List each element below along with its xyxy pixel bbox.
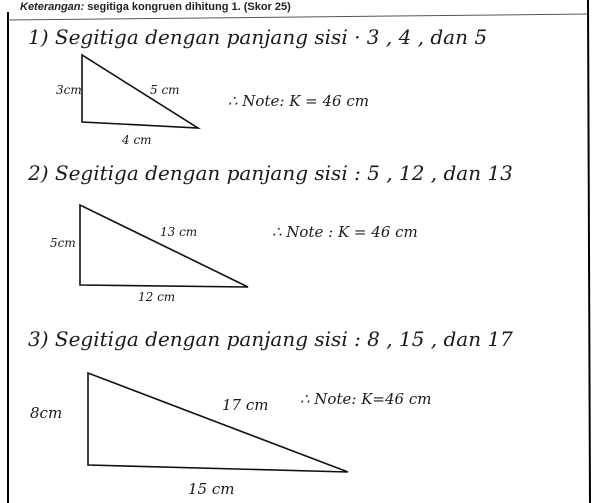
header-text: segitiga kongruen dihitung 1. (Skor 25) <box>87 1 291 13</box>
triangle <box>79 203 249 288</box>
side-label: 15 cm <box>188 480 234 498</box>
side-label: 5 cm <box>150 83 180 97</box>
header-label: Keterangan: <box>20 1 85 13</box>
paper-right-edge <box>587 0 591 503</box>
heading: 2) Segitiga dengan panjang sisi : 5 , 12… <box>27 161 513 185</box>
heading: 3) Segitiga dengan panjang sisi : 8 , 15… <box>28 327 513 351</box>
triangle <box>81 53 202 129</box>
note: ∴ Note: K = 46 cm <box>228 92 369 110</box>
side-label: 17 cm <box>222 396 268 414</box>
side-label: 3cm <box>56 83 82 97</box>
note: ∴ Note : K = 46 cm <box>272 223 418 241</box>
triangle <box>87 371 349 473</box>
paper-top-edge <box>7 13 589 21</box>
side-label: 8cm <box>30 404 62 422</box>
side-label: 5cm <box>50 236 76 250</box>
heading: 1) Segitiga dengan panjang sisi · 3 , 4 … <box>28 25 487 49</box>
side-label: 13 cm <box>160 225 197 239</box>
note: ∴ Note: K=46 cm <box>300 390 431 408</box>
side-label: 12 cm <box>138 290 175 304</box>
header: Keterangan: segitiga kongruen dihitung 1… <box>20 1 291 13</box>
side-label: 4 cm <box>121 133 152 147</box>
